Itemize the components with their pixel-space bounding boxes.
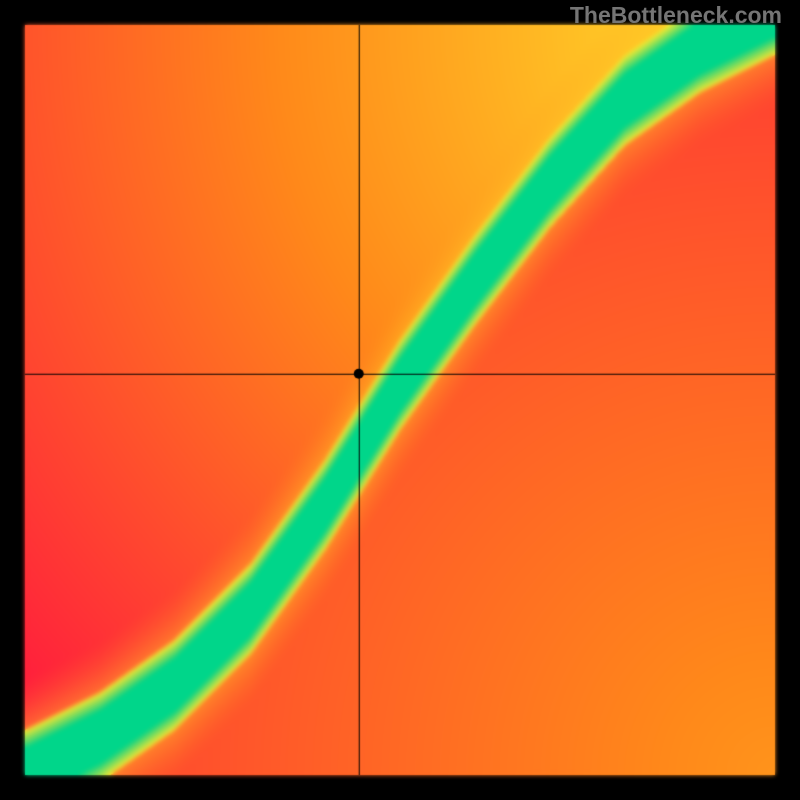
bottleneck-heatmap (0, 0, 800, 800)
attribution-text: TheBottleneck.com (570, 2, 782, 29)
chart-container: TheBottleneck.com (0, 0, 800, 800)
